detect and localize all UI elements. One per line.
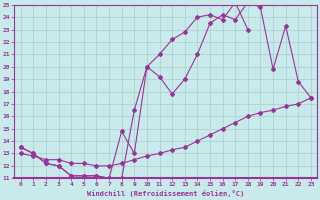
X-axis label: Windchill (Refroidissement éolien,°C): Windchill (Refroidissement éolien,°C) bbox=[87, 190, 244, 197]
